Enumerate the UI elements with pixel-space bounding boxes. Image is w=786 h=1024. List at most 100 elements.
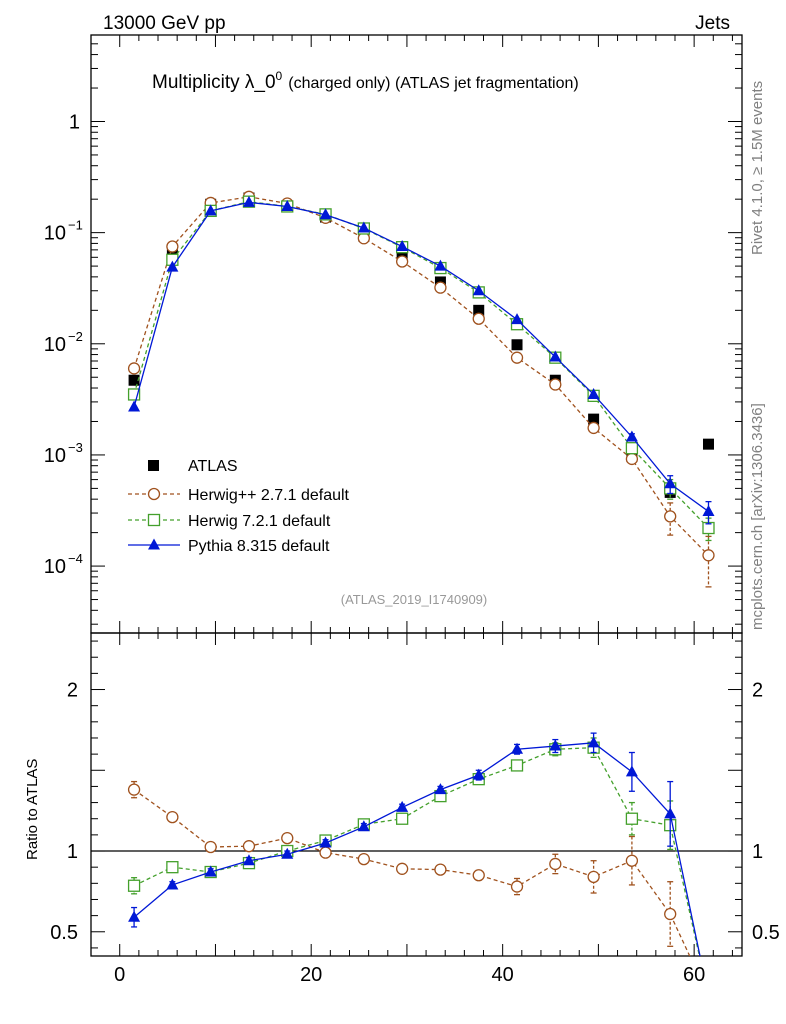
ratio-line-herwig7 bbox=[133, 746, 701, 956]
y-tick-label: 2 bbox=[67, 680, 78, 702]
y-tick-label: 1 bbox=[67, 841, 78, 863]
ratio-point-pythia bbox=[472, 768, 485, 780]
main-series-pythia bbox=[128, 195, 715, 525]
legend-marker-herwigpp bbox=[147, 487, 161, 501]
main-point-herwigpp bbox=[166, 240, 179, 253]
ratio-panel-frame bbox=[90, 632, 743, 957]
x-tick-label: 60 bbox=[683, 964, 705, 986]
y-tick-label-right: 0.5 bbox=[752, 922, 780, 944]
main-point-herwigpp bbox=[472, 312, 485, 325]
ratio-point-pythia bbox=[357, 820, 370, 832]
main-point-pythia bbox=[281, 199, 294, 211]
main-point-data bbox=[702, 438, 714, 450]
main-point-herwigpp bbox=[434, 281, 447, 294]
main-point-pythia bbox=[128, 400, 141, 412]
ratio-point-pythia bbox=[319, 836, 332, 848]
y-tick-label: 10 bbox=[44, 445, 66, 467]
title-main: Multiplicity λ_0 bbox=[152, 72, 276, 93]
main-point-pythia bbox=[549, 350, 562, 362]
ratio-point-pythia bbox=[281, 847, 294, 859]
ratio-point-herwigpp bbox=[587, 870, 600, 884]
main-series bbox=[127, 190, 715, 588]
legend-label-pythia: Pythia 8.315 default bbox=[188, 538, 330, 555]
main-point-herwigpp bbox=[664, 510, 677, 523]
ratio-point-herwigpp bbox=[357, 852, 370, 866]
title-superscript: 0 bbox=[276, 69, 283, 83]
ratio-ylabel: Ratio to ATLAS bbox=[24, 759, 41, 860]
main-point-pythia bbox=[625, 430, 638, 442]
ratio-point-herwigpp bbox=[204, 840, 217, 854]
y-tick-label-right: 1 bbox=[752, 841, 763, 863]
y-tick-exponent: −3 bbox=[68, 440, 83, 455]
main-line-herwig7 bbox=[133, 200, 709, 529]
ratio-point-herwig7 bbox=[395, 812, 409, 825]
title-subtitle: (charged only) (ATLAS jet fragmentation) bbox=[288, 75, 579, 92]
ratio-point-herwigpp bbox=[703, 991, 714, 1002]
y-tick-exponent: −4 bbox=[68, 551, 83, 566]
ratio-point-herwig7 bbox=[625, 812, 639, 825]
main-point-pythia bbox=[434, 259, 447, 271]
ratio-point-herwigpp bbox=[664, 907, 677, 921]
analysis-reference: (ATLAS_2019_I1740909) bbox=[341, 592, 487, 607]
ratio-point-herwigpp bbox=[395, 862, 409, 875]
ratio-series-pythia bbox=[128, 732, 714, 1001]
ratio-point-pythia bbox=[625, 765, 638, 777]
ratio-point-pythia bbox=[434, 783, 447, 795]
main-point-data bbox=[128, 374, 140, 386]
legend: ATLAS Herwig++ 2.7.1 default Herwig 7.2.… bbox=[128, 458, 350, 555]
y-tick-label-right: 2 bbox=[752, 680, 763, 702]
ratio-point-herwig7 bbox=[510, 759, 524, 772]
ratio-point-herwigpp bbox=[127, 783, 141, 796]
y-tick-label: 10 bbox=[44, 223, 66, 245]
ratio-point-pythia bbox=[128, 910, 141, 922]
legend-entry-pythia: Pythia 8.315 default bbox=[128, 538, 330, 555]
main-point-herwig7 bbox=[127, 388, 141, 401]
ratio-point-pythia bbox=[587, 736, 600, 748]
ratio-point-herwigpp bbox=[549, 857, 562, 871]
legend-entry-herwigpp: Herwig++ 2.7.1 default bbox=[128, 487, 350, 504]
main-point-data bbox=[473, 304, 485, 316]
legend-entry-atlas: ATLAS bbox=[148, 458, 238, 475]
ratio-line-herwigpp bbox=[133, 789, 691, 956]
main-point-herwig7 bbox=[625, 442, 639, 455]
y-tick-label: 0.5 bbox=[50, 922, 78, 944]
ratio-series bbox=[127, 732, 714, 1002]
ratio-point-pythia bbox=[702, 990, 714, 1001]
y-tick-label: 1 bbox=[69, 111, 80, 133]
main-point-herwigpp bbox=[127, 362, 141, 375]
main-point-herwigpp bbox=[510, 351, 524, 364]
y-tick-exponent: −2 bbox=[68, 329, 83, 344]
ratio-series-herwig7 bbox=[127, 737, 714, 1002]
x-tick-label: 20 bbox=[300, 964, 322, 986]
energy-label: 13000 GeV pp bbox=[103, 13, 226, 34]
ratio-point-pythia bbox=[511, 742, 524, 754]
ratio-point-herwig7 bbox=[127, 879, 141, 892]
ratio-point-pythia bbox=[242, 854, 255, 866]
ratio-point-pythia bbox=[166, 878, 179, 890]
main-point-pythia bbox=[204, 204, 217, 216]
main-point-pythia bbox=[587, 387, 600, 399]
legend-marker-herwig7 bbox=[147, 513, 161, 527]
main-point-herwigpp bbox=[395, 255, 409, 268]
main-point-herwigpp bbox=[587, 421, 600, 435]
y-tick-label: 10 bbox=[44, 556, 66, 578]
main-point-pythia bbox=[664, 477, 677, 489]
legend-marker-atlas bbox=[148, 460, 159, 471]
ratio-point-herwig7 bbox=[703, 991, 714, 1002]
x-tick-label: 0 bbox=[114, 964, 125, 986]
legend-label-herwigpp: Herwig++ 2.7.1 default bbox=[188, 487, 350, 504]
main-point-pythia bbox=[357, 221, 370, 233]
main-point-pythia bbox=[242, 195, 255, 207]
legend-marker-pythia bbox=[148, 538, 160, 550]
mcplots-label: mcplots.cern.ch [arXiv:1306.3436] bbox=[749, 403, 766, 630]
main-line-pythia bbox=[133, 201, 709, 512]
ratio-point-herwigpp bbox=[166, 810, 179, 824]
ratio-line-pythia bbox=[133, 742, 701, 956]
main-point-pythia bbox=[166, 260, 179, 272]
ratio-axes: 0 20 40 60 0.5 0.5 1 1 2 2 bbox=[50, 633, 780, 986]
y-tick-label: 10 bbox=[44, 334, 66, 356]
main-point-herwigpp bbox=[549, 378, 562, 391]
ratio-point-pythia bbox=[396, 800, 409, 812]
main-line-herwigpp bbox=[133, 196, 709, 556]
